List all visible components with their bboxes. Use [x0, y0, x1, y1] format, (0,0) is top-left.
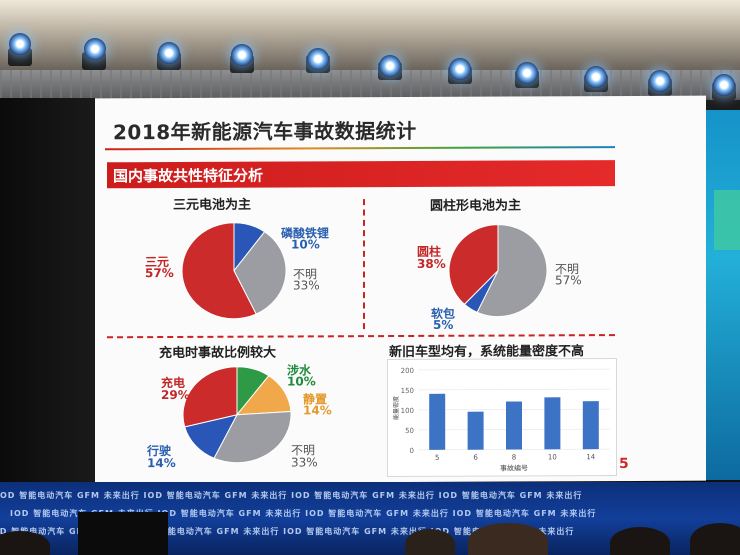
- bar-6: [467, 411, 484, 450]
- x-tick-label: 6: [473, 454, 478, 462]
- bar-5: [429, 393, 446, 450]
- state-pie-chart: [182, 366, 292, 464]
- x-tick-label: 14: [586, 453, 595, 461]
- gridline: [418, 368, 610, 371]
- banner-logo-row: IOD 智能电动汽车 GFM 未来出行 IOD 智能电动汽车 GFM 未来出行 …: [0, 491, 583, 500]
- stage-light-icon: [158, 42, 180, 64]
- horizontal-divider: [107, 334, 615, 339]
- slice-pct-cylindrical: 38%: [417, 256, 446, 271]
- slice-pct-unknown: 33%: [293, 278, 320, 293]
- x-tick-label: 5: [435, 454, 439, 462]
- audience-head: [690, 523, 740, 555]
- left-wall: [0, 98, 95, 483]
- vertical-divider: [363, 199, 365, 330]
- stage-light-icon: [713, 74, 735, 96]
- pie-slice-三元: [181, 222, 257, 320]
- slice-pct-parked: 14%: [303, 403, 332, 418]
- stage-light-icon: [649, 70, 671, 92]
- audience-heads: [0, 523, 740, 555]
- banner-logo-row: IOD 智能电动汽车 GFM 未来出行 IOD 智能电动汽车 GFM 未来出行 …: [10, 509, 597, 518]
- title-underline: [105, 146, 615, 151]
- slice-pct-charging: 29%: [161, 387, 190, 403]
- pie-slice-圆柱: [448, 224, 499, 305]
- bar-14: [582, 401, 599, 450]
- y-tick-label: 100: [401, 407, 414, 415]
- audience-head: [0, 531, 50, 555]
- banner-logo-row: IOD 智能电动汽车 GFM 未来出行 IOD 智能电动汽车 GFM 未来出行 …: [0, 527, 575, 536]
- section-title: 国内事故共性特征分析: [113, 166, 264, 186]
- audience-head: [405, 529, 455, 555]
- slice-pct-unknown: 33%: [291, 455, 318, 470]
- stage-light-icon: [516, 62, 538, 84]
- density-bar-chart-frame: 能量密度 200 150 100 50 0 5 6 8 10 14 事故编号: [387, 358, 617, 478]
- lighting-truss: [0, 70, 740, 100]
- slice-pct-ternary: 57%: [145, 265, 174, 281]
- stage-light-icon: [449, 58, 471, 80]
- slice-pct-unknown: 57%: [555, 273, 582, 288]
- stage-light-icon: [84, 38, 106, 60]
- slice-pct-pouch: 5%: [433, 317, 454, 332]
- state-chart-title: 充电时事故比例较大: [159, 345, 277, 362]
- slice-pct-lfp: 10%: [291, 237, 320, 252]
- chemistry-pie-chart: [181, 222, 287, 320]
- stage-light-icon: [585, 66, 607, 88]
- x-tick-label: 8: [512, 453, 516, 461]
- density-chart-title: 新旧车型均有，系统能量密度不高: [389, 344, 585, 361]
- bar-10: [544, 397, 561, 450]
- stage-light-icon: [379, 55, 401, 77]
- podium: [78, 512, 168, 555]
- pie-slice-不明: [233, 231, 287, 315]
- y-tick-label: 200: [401, 367, 414, 375]
- slice-pct-wading: 10%: [287, 374, 316, 389]
- pie-slice-不明: [476, 224, 548, 318]
- page-number: 5: [619, 456, 629, 473]
- x-tick-label: 10: [548, 453, 557, 461]
- audience-head: [468, 523, 548, 555]
- slice-pct-driving: 14%: [147, 455, 176, 471]
- x-axis-label: 事故编号: [500, 463, 528, 472]
- gridline: [418, 388, 610, 391]
- pie-slice-不明: [213, 410, 292, 464]
- audience-head: [610, 527, 670, 555]
- y-tick-label: 50: [405, 427, 414, 435]
- stage-light-icon: [231, 44, 253, 66]
- chemistry-chart-title: 三元电池为主: [173, 197, 252, 213]
- stage-light-icon: [307, 48, 329, 70]
- projected-slide: 2018年新能源汽车事故数据统计 国内事故共性特征分析 三元电池为主 三元 57…: [95, 95, 706, 484]
- right-side-screen: [706, 110, 740, 480]
- y-tick-label: 0: [410, 447, 414, 455]
- format-pie-chart: [448, 224, 548, 318]
- y-axis-label: 能量密度: [392, 396, 400, 420]
- stage-light-icon: [9, 33, 31, 55]
- density-bar-chart: 能量密度 200 150 100 50 0 5 6 8 10 14 事故编号: [392, 367, 610, 473]
- bar-8: [506, 401, 522, 450]
- y-tick-label: 150: [401, 387, 414, 395]
- slide-title: 2018年新能源汽车事故数据统计: [113, 118, 417, 145]
- format-chart-title: 圆柱形电池为主: [430, 198, 522, 214]
- pie-slice-充电: [182, 366, 238, 428]
